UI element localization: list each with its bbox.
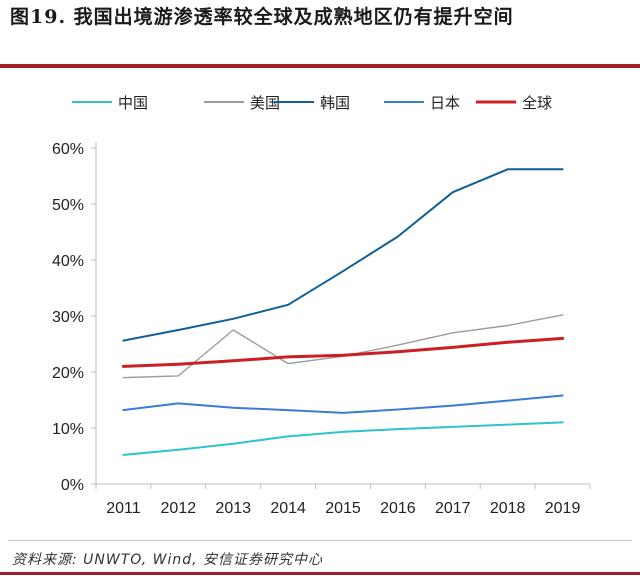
title-divider [0, 64, 640, 68]
y-tick-label: 50% [52, 197, 84, 214]
y-tick-label: 30% [52, 309, 84, 326]
source-note: 资料来源: UNWTO, Wind, 安信证券研究中心 [12, 552, 324, 568]
x-tick-label: 2011 [106, 500, 141, 517]
x-tick-label: 2013 [215, 500, 251, 517]
y-tick-label: 0% [61, 477, 84, 494]
legend-label: 美国 [250, 94, 280, 112]
chart-area: 0% 10% 20% 30% 40% 50% 60% 2011 2012 2013 2014 2015… [8, 70, 632, 541]
x-tick-label: 2019 [545, 500, 581, 517]
y-tick-label: 10% [52, 421, 84, 438]
legend-label: 日本 [430, 94, 460, 112]
chart-title: 图19. 我国出境游渗透率较全球及成熟地区仍有提升空间 [10, 6, 514, 28]
series-line [122, 394, 564, 414]
legend-label: 中国 [118, 94, 148, 112]
series-line [122, 168, 564, 342]
series-line [121, 336, 565, 368]
y-tick-label: 20% [52, 365, 84, 382]
x-tick-label: 2016 [380, 500, 416, 517]
x-tick-label: 2015 [325, 500, 361, 517]
x-tick-label: 2012 [161, 500, 197, 517]
x-tick-label: 2017 [435, 500, 471, 517]
y-tick-label: 40% [52, 253, 84, 270]
line-chart: 0% 10% 20% 30% 40% 50% 60% 2011 2012 2013 2014 2015… [52, 94, 591, 517]
legend-label: 韩国 [320, 94, 350, 112]
y-tick-label: 60% [52, 141, 84, 158]
x-tick-label: 2018 [490, 500, 526, 517]
legend-label: 全球 [522, 94, 552, 112]
series-line [122, 314, 564, 379]
source-divider [0, 572, 640, 575]
series-line [122, 421, 564, 456]
x-tick-label: 2014 [270, 500, 306, 517]
